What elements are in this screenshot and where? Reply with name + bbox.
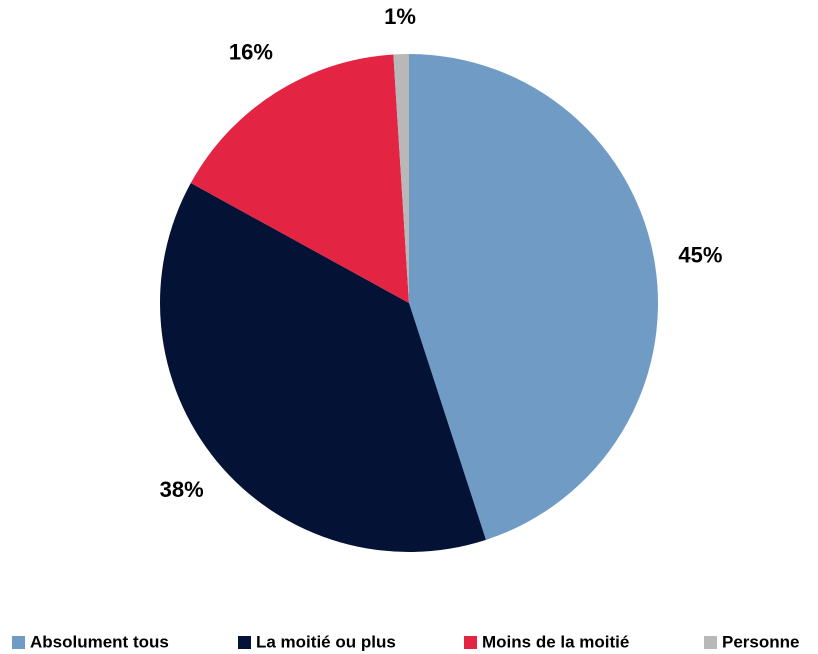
legend-label: Personne bbox=[722, 632, 799, 651]
legend-swatch bbox=[238, 636, 251, 649]
pie-slice bbox=[190, 54, 409, 303]
data-label: 45% bbox=[678, 243, 722, 268]
legend-swatch bbox=[12, 636, 25, 649]
data-label: 38% bbox=[160, 477, 204, 502]
data-label: 1% bbox=[384, 4, 416, 29]
legend-label: Absolument tous bbox=[30, 632, 169, 651]
legend-label: Moins de la moitié bbox=[482, 632, 629, 651]
data-label: 16% bbox=[229, 40, 273, 65]
pie-slice bbox=[393, 54, 409, 303]
legend-swatch bbox=[464, 636, 477, 649]
pie-slice bbox=[409, 54, 658, 540]
legend-swatch bbox=[704, 636, 717, 649]
legend-label: La moitié ou plus bbox=[256, 632, 396, 651]
pie-slice bbox=[159, 183, 486, 552]
